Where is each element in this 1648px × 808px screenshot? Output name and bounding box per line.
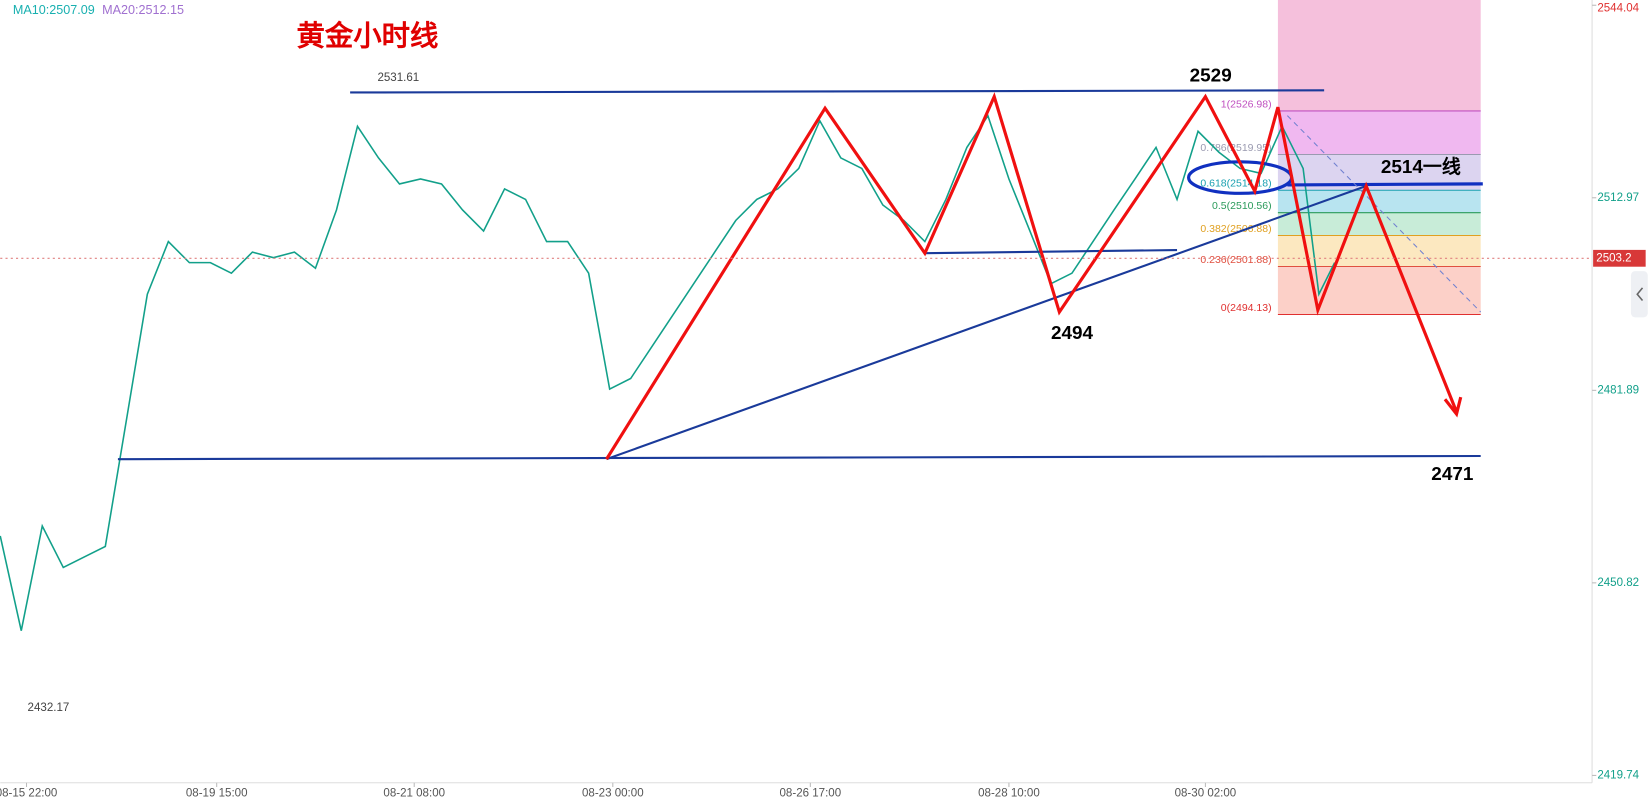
x-tick-label: 08-15 22:00 <box>0 787 57 799</box>
resistance-line <box>350 89 1325 94</box>
last-price-label: 2503.2 <box>1596 252 1631 264</box>
annotation: 2494 <box>1051 323 1094 344</box>
annotation: 2514一线 <box>1381 155 1461 178</box>
fib-zone <box>1277 110 1481 155</box>
fib-label: 0.236(2501.88) <box>1200 254 1271 266</box>
fib-label: 0(2494.13) <box>1221 302 1272 314</box>
x-tick-label: 08-28 10:00 <box>978 787 1040 799</box>
indicator-label: MA20:2512.15 <box>102 3 184 17</box>
zigzag-arrow <box>605 92 1458 460</box>
price-line <box>0 114 1336 631</box>
price-area <box>0 114 1336 631</box>
annotation: 2529 <box>1190 66 1232 87</box>
support-line <box>117 454 1481 461</box>
fib-zone <box>1277 190 1481 213</box>
fib-zone <box>1277 266 1481 315</box>
chart-title: 黄金小时线 <box>297 19 439 52</box>
annotation: 2471 <box>1431 464 1473 485</box>
fib-label: 0.5(2510.56) <box>1212 200 1272 212</box>
y-tick-label: 2544.04 <box>1597 2 1639 14</box>
indicator-label: MA10:2507.09 <box>13 3 95 17</box>
trend-line <box>606 184 1367 461</box>
x-tick-label: 08-23 00:00 <box>582 787 644 799</box>
y-tick-label: 2481.89 <box>1597 384 1639 396</box>
low-label: 2432.17 <box>28 702 70 714</box>
arrow-head <box>1443 396 1463 418</box>
x-tick-label: 08-30 02:00 <box>1175 787 1237 799</box>
fib-zone <box>1277 212 1481 236</box>
drawings <box>117 89 1483 461</box>
x-tick-label: 08-19 15:00 <box>186 787 248 799</box>
neckline <box>924 249 1178 255</box>
collapse-button[interactable] <box>1630 271 1648 318</box>
last-price-box <box>1593 249 1646 267</box>
level-line <box>1287 182 1483 187</box>
y-tick-label: 2450.82 <box>1597 577 1639 589</box>
y-tick-label: 2512.97 <box>1597 192 1639 204</box>
fib-diagonal <box>1286 115 1482 313</box>
x-tick-label: 08-26 17:00 <box>780 787 842 799</box>
y-tick-label: 2419.74 <box>1597 769 1639 781</box>
high-label: 2531.61 <box>377 72 419 84</box>
x-tick-label: 08-21 08:00 <box>383 787 445 799</box>
fib-label: 1(2526.98) <box>1221 98 1272 110</box>
fib-zone <box>1277 0 1481 111</box>
fib-label: 0.618(2514.18) <box>1200 178 1271 190</box>
